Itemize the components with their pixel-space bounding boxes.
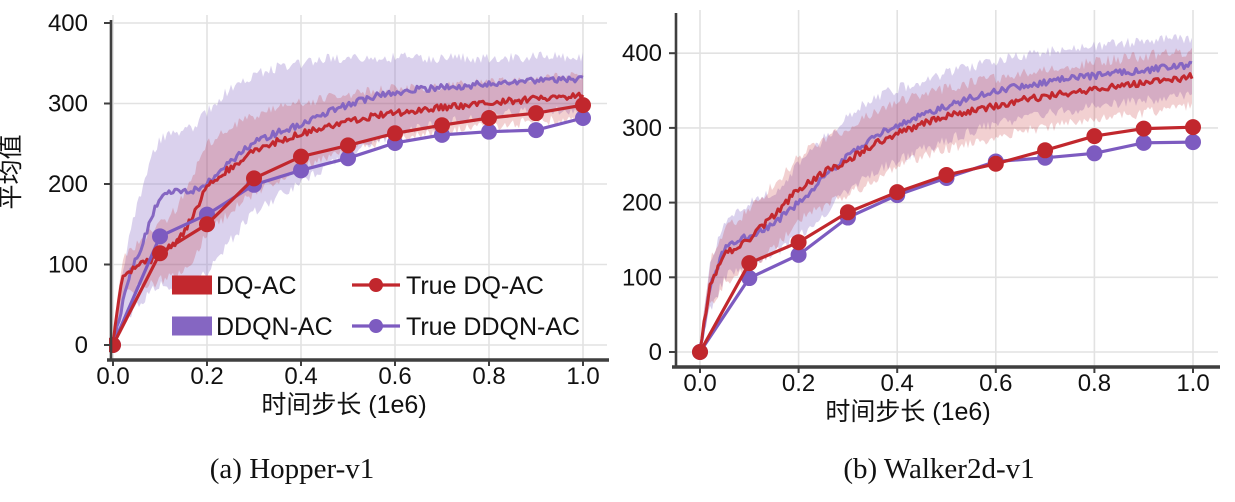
marker-true-ddqn-ac xyxy=(152,228,168,245)
marker-true-dq-ac xyxy=(1135,120,1152,137)
line-dq-ac xyxy=(698,72,1194,353)
legend-marker xyxy=(369,319,383,333)
marker-true-dq-ac xyxy=(199,216,215,233)
marker-true-dq-ac xyxy=(387,125,403,142)
marker-true-dq-ac xyxy=(575,97,591,114)
y-tick-label: 300 xyxy=(48,91,88,118)
marker-true-dq-ac xyxy=(246,170,262,187)
y-tick-label: 100 xyxy=(622,264,662,291)
plot-area xyxy=(692,34,1201,360)
y-tick-label: 0 xyxy=(75,332,88,359)
legend: DQ-AC DDQN-AC True DQ-AC True DDQN-AC xyxy=(172,272,580,341)
marker-true-ddqn-ac xyxy=(575,109,591,126)
marker-true-ddqn-ac xyxy=(1086,145,1103,162)
marker-true-ddqn-ac xyxy=(293,162,309,179)
x-tick-label: 1.0 xyxy=(566,363,599,390)
legend-label: True DDQN-AC xyxy=(406,313,580,341)
marker-true-dq-ac xyxy=(481,109,497,126)
x-tick-label: 0.8 xyxy=(472,363,505,390)
marker-true-ddqn-ac xyxy=(741,270,758,287)
line-ddqn-ac xyxy=(698,60,1193,348)
marker-true-ddqn-ac xyxy=(528,122,544,139)
grid xyxy=(111,15,607,360)
x-tick-label: 0.0 xyxy=(683,370,716,397)
x-tick-label: 0.2 xyxy=(190,363,223,390)
y-tick-label: 100 xyxy=(48,252,88,279)
chart-walker2d: 0.0 0.2 0.4 0.6 0.8 1.0 0 100 200 300 400 时间步长 (1e6… xyxy=(622,10,1220,426)
caption-hopper: (a) Hopper-v1 xyxy=(209,453,375,485)
marker-true-ddqn-ac xyxy=(481,123,497,140)
band-dq-ac xyxy=(700,47,1192,356)
marker-true-dq-ac xyxy=(987,155,1004,172)
marker-true-dq-ac xyxy=(528,105,544,122)
marker-true-dq-ac xyxy=(152,245,168,262)
marker-true-dq-ac xyxy=(1037,142,1054,159)
marker-true-dq-ac xyxy=(889,184,906,201)
legend-label: DDQN-AC xyxy=(216,313,333,341)
x-tick-label: 0.4 xyxy=(284,363,317,390)
legend-label: True DQ-AC xyxy=(406,272,544,300)
x-axis-title: 时间步长 (1e6) xyxy=(261,391,426,419)
marker-true-dq-ac xyxy=(790,234,807,251)
x-tick-label: 0.2 xyxy=(782,370,815,397)
band-dq-ac xyxy=(113,72,583,342)
x-tick-label: 0.0 xyxy=(96,363,129,390)
line-ddqn-ac xyxy=(111,75,584,343)
marker-true-dq-ac xyxy=(1185,119,1201,136)
legend-item-ddqn-ac: DDQN-AC xyxy=(172,313,333,341)
marker-true-ddqn-ac xyxy=(790,246,807,263)
legend-marker xyxy=(369,278,383,292)
legend-swatch xyxy=(172,275,212,295)
legend-item-true-dq-ac: True DQ-AC xyxy=(352,272,544,300)
y-tick-label: 200 xyxy=(622,190,662,217)
x-tick-label: 0.6 xyxy=(979,370,1012,397)
caption-walker2d: (b) Walker2d-v1 xyxy=(843,453,1035,485)
marker-true-dq-ac xyxy=(938,166,955,183)
y-tick-label: 200 xyxy=(48,171,88,198)
marker-true-dq-ac xyxy=(692,344,708,360)
marker-true-dq-ac xyxy=(1086,128,1103,145)
marker-true-ddqn-ac xyxy=(1135,134,1152,151)
x-tick-label: 0.4 xyxy=(881,370,914,397)
plot-area xyxy=(109,51,591,353)
chart-hopper: 0.0 0.2 0.4 0.6 0.8 1.0 0 100 200 300 400 时间步长 (1e6… xyxy=(0,10,609,419)
marker-true-dq-ac xyxy=(340,137,356,154)
marker-true-dq-ac xyxy=(839,204,856,221)
x-tick-label: 0.6 xyxy=(378,363,411,390)
marker-true-ddqn-ac xyxy=(340,150,356,167)
y-axis-title: 平均值 xyxy=(0,134,25,209)
y-tick-label: 0 xyxy=(649,339,662,366)
marker-true-ddqn-ac xyxy=(1185,134,1201,151)
legend-item-dq-ac: DQ-AC xyxy=(172,272,297,300)
y-tick-label: 400 xyxy=(622,40,662,67)
legend-item-true-ddqn-ac: True DDQN-AC xyxy=(352,313,580,341)
grid xyxy=(676,10,1218,367)
x-axis-title: 时间步长 (1e6) xyxy=(825,398,990,426)
y-tick-label: 300 xyxy=(622,115,662,142)
band-ddqn-ac xyxy=(113,51,583,349)
legend-label: DQ-AC xyxy=(216,272,297,300)
x-tick-label: 1.0 xyxy=(1176,370,1209,397)
y-tick-label: 400 xyxy=(48,10,88,37)
legend-swatch xyxy=(172,316,212,336)
marker-true-dq-ac xyxy=(293,148,309,165)
x-tick-label: 0.8 xyxy=(1078,370,1111,397)
marker-true-dq-ac xyxy=(434,117,450,134)
marker-true-dq-ac xyxy=(741,255,758,272)
